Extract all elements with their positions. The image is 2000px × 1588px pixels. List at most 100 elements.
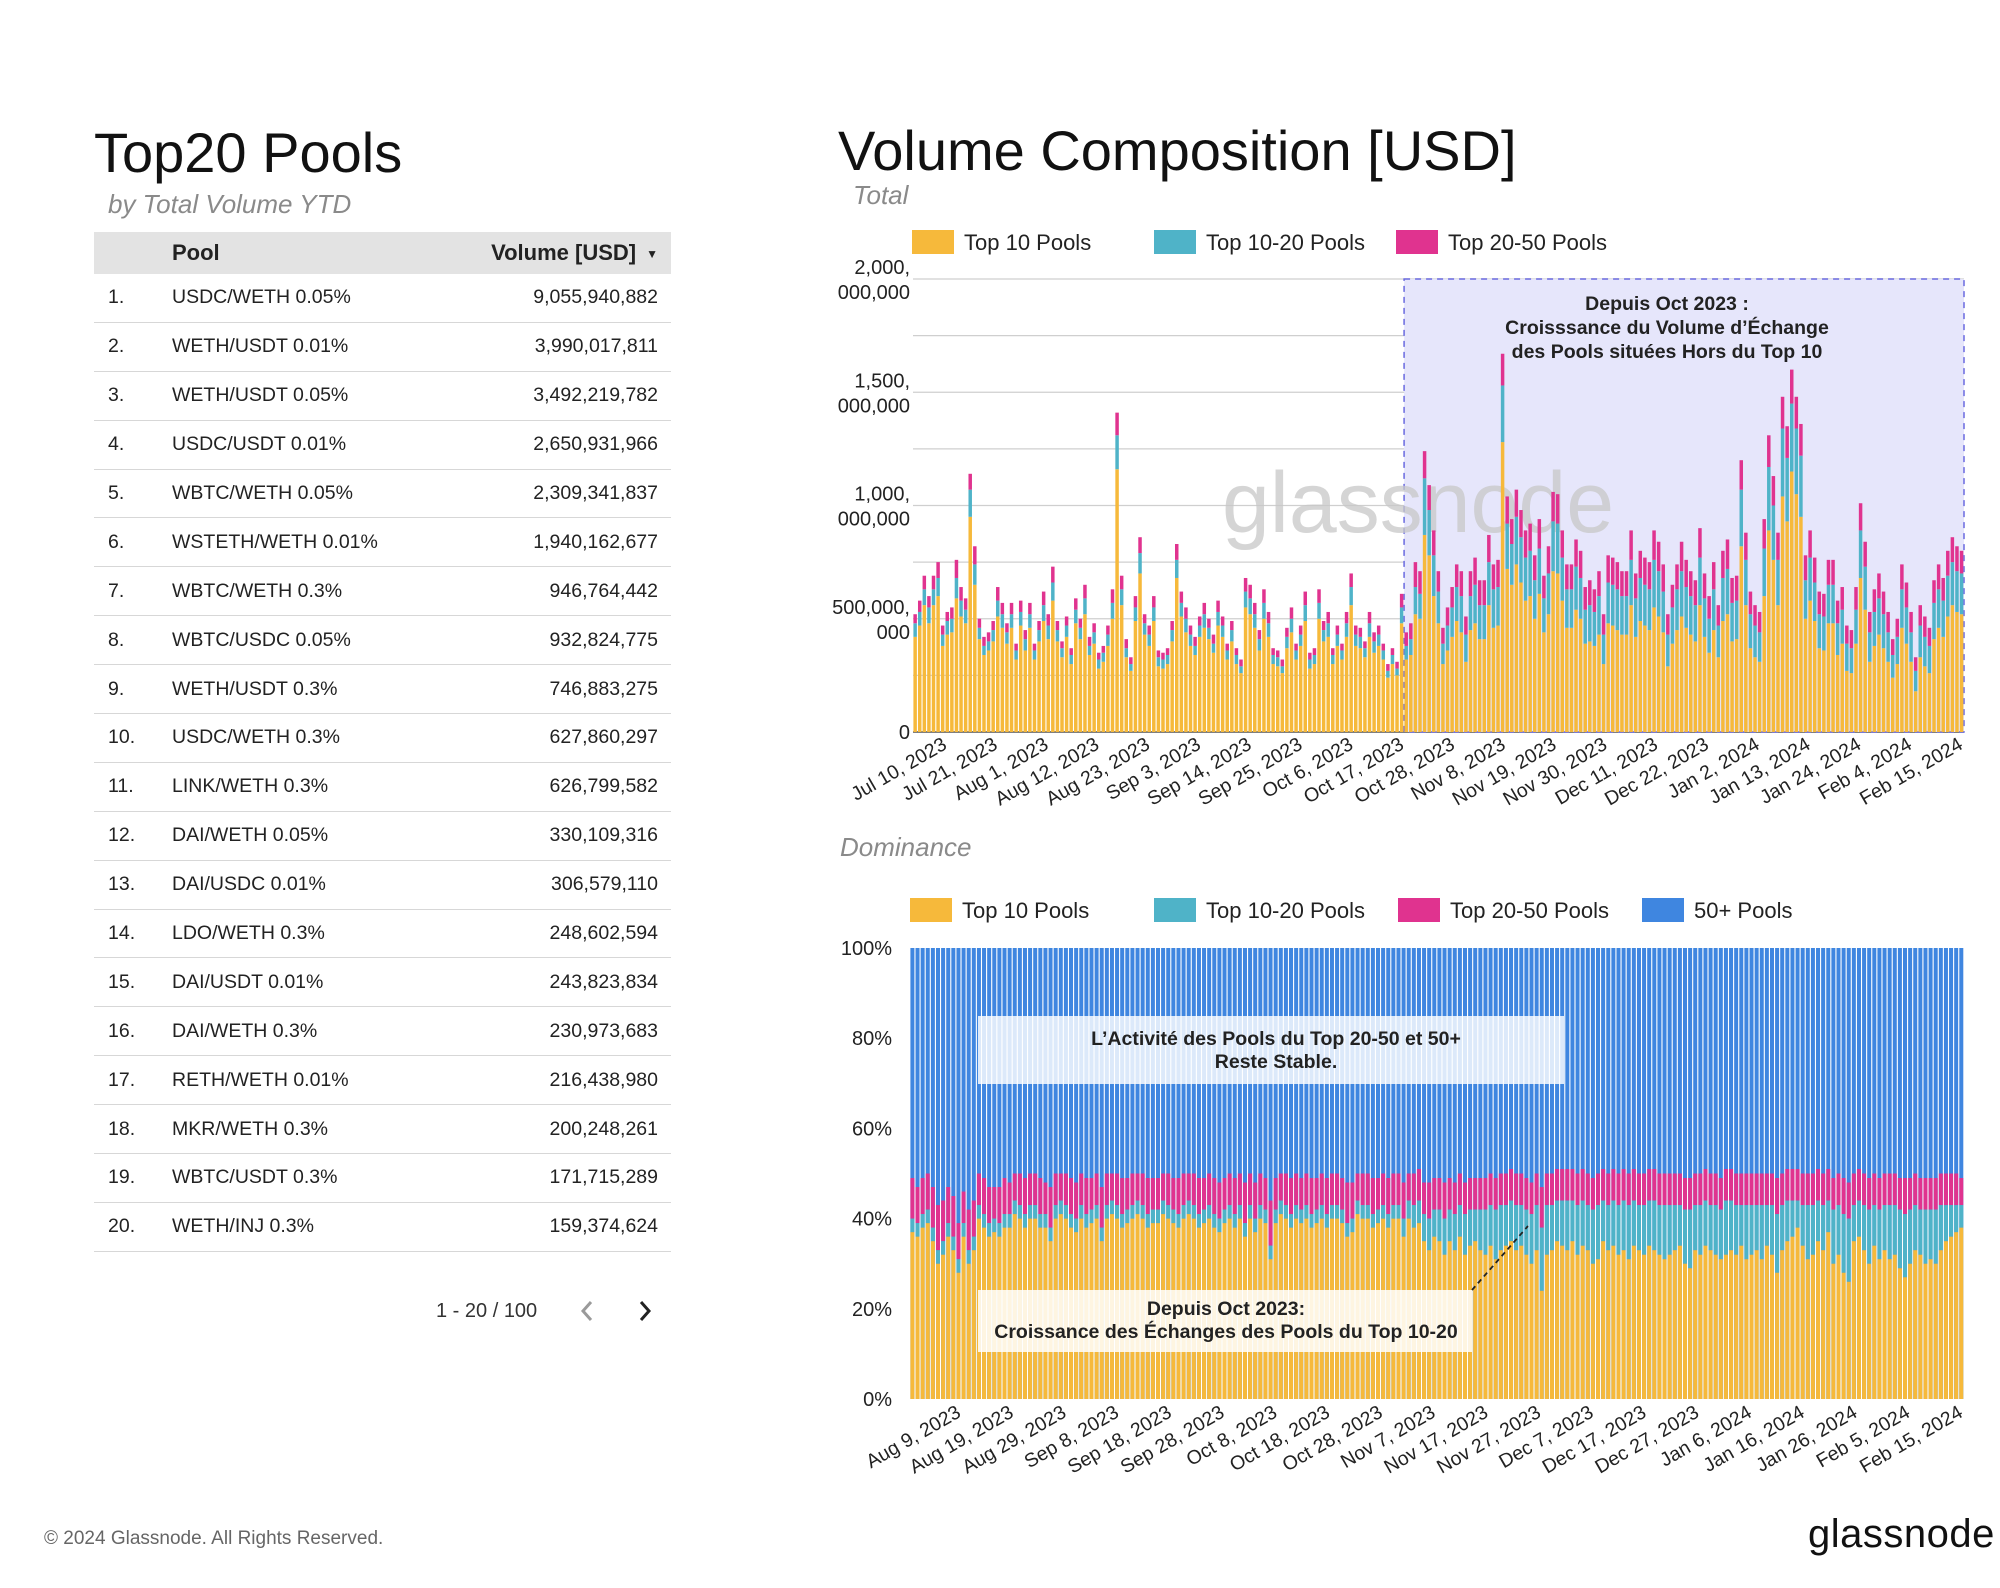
bar-top10 — [1892, 1254, 1897, 1399]
bar-top10-20 — [1312, 654, 1317, 665]
bar-50plus — [1212, 948, 1217, 1399]
bar-top10-20 — [1038, 1214, 1043, 1228]
table-row[interactable]: 17. RETH/WETH 0.01% 216,438,980 — [94, 1055, 671, 1106]
bar-top20-50 — [1360, 1173, 1365, 1206]
bar-top10-20 — [1147, 634, 1151, 646]
bar-top20-50 — [1890, 639, 1895, 655]
bar-top10 — [1753, 657, 1757, 732]
bar-top10 — [1523, 600, 1528, 732]
bar-top10-20 — [1000, 614, 1005, 628]
annotation-box-top — [978, 1016, 1564, 1084]
bar-top10-20 — [1018, 611, 1023, 626]
bar-top10-20 — [1881, 614, 1886, 649]
table-row[interactable]: 5. WBTC/WETH 0.05% 2,309,341,837 — [94, 469, 671, 519]
bar-top10-20 — [1191, 1205, 1196, 1219]
table-row[interactable]: 9. WETH/USDT 0.3% 746,883,275 — [94, 664, 671, 715]
bar-top20-50 — [1519, 510, 1523, 538]
bar-top20-50 — [1831, 559, 1835, 585]
bar-top20-50 — [1503, 1173, 1508, 1206]
bar-top10 — [1537, 593, 1542, 732]
bar-top20-50 — [1135, 1173, 1140, 1201]
bar-top10-20 — [1447, 1209, 1452, 1242]
bar-top10-20 — [1014, 650, 1018, 660]
chevron-right-icon[interactable] — [632, 1294, 658, 1328]
bar-top10 — [1202, 627, 1207, 732]
bar-top20-50 — [1462, 1182, 1467, 1215]
bar-top20-50 — [1028, 1173, 1033, 1206]
table-row[interactable]: 19. WBTC/USDT 0.3% 171,715,289 — [94, 1153, 671, 1203]
table-row[interactable]: 11. LINK/WETH 0.3% 626,799,582 — [94, 762, 671, 812]
bar-top20-50 — [1555, 494, 1560, 524]
bar-top20-50 — [1007, 1182, 1012, 1215]
bar-top10-20 — [1468, 1209, 1473, 1246]
bar-top10-20 — [1399, 607, 1404, 624]
volume-column-header[interactable]: Volume [USD] ▼ — [438, 232, 671, 274]
bar-top20-50 — [1324, 1178, 1329, 1215]
bar-top10 — [1519, 582, 1523, 732]
bar-top10-20 — [1464, 634, 1468, 662]
bar-top10-20 — [971, 1236, 976, 1251]
bar-top10-20 — [1094, 1205, 1099, 1219]
bar-top10 — [1816, 1241, 1821, 1399]
y-tick-label: 500,000, — [832, 597, 910, 619]
row-volume: 248,602,594 — [438, 909, 671, 959]
table-row[interactable]: 16. DAI/WETH 0.3% 230,973,683 — [94, 1006, 671, 1057]
bar-top20-50 — [1002, 1178, 1007, 1215]
bar-top10-20 — [1698, 1205, 1703, 1255]
bar-top10 — [1395, 675, 1399, 732]
bar-top10-20 — [1574, 566, 1578, 610]
table-row[interactable]: 1. USDC/WETH 0.05% 9,055,940,882 — [94, 274, 671, 323]
bar-top20-50 — [1849, 630, 1854, 649]
table-row[interactable]: 4. USDC/USDT 0.01% 2,650,931,966 — [94, 420, 671, 470]
bar-top10 — [1767, 530, 1771, 732]
bar-top20-50 — [1202, 602, 1207, 615]
bar-top10-20 — [1217, 1218, 1222, 1233]
bar-top10 — [1083, 614, 1087, 732]
bar-top20-50 — [1273, 1178, 1278, 1210]
bar-top10-20 — [1340, 1209, 1345, 1224]
table-row[interactable]: 14. LDO/WETH 0.3% 248,602,594 — [94, 909, 671, 959]
bar-50plus — [1309, 948, 1314, 1399]
table-row[interactable]: 15. DAI/USDT 0.01% 243,823,834 — [94, 957, 671, 1008]
bar-top10 — [1539, 1290, 1544, 1399]
bar-top10-20 — [1120, 1214, 1125, 1228]
table-row[interactable]: 20. WETH/INJ 0.3% 159,374,624 — [94, 1202, 671, 1252]
bar-top10-20 — [1115, 435, 1119, 470]
bar-top10 — [1601, 664, 1606, 732]
table-row[interactable]: 10. USDC/WETH 0.3% 627,860,297 — [94, 713, 671, 763]
bar-top10 — [1810, 1254, 1815, 1399]
bar-top10 — [1534, 1250, 1539, 1399]
table-row[interactable]: 13. DAI/USDC 0.01% 306,579,110 — [94, 860, 671, 910]
bar-top20-50 — [1882, 1173, 1887, 1206]
bar-50plus — [1253, 948, 1258, 1399]
bar-top20-50 — [1483, 1178, 1488, 1210]
bar-50plus — [1202, 948, 1207, 1399]
bar-top10-20 — [1197, 625, 1202, 637]
bar-top20-50 — [1069, 1178, 1074, 1215]
bar-50plus — [935, 948, 940, 1399]
sort-desc-icon[interactable]: ▼ — [646, 247, 658, 262]
bar-top10-20 — [1908, 1209, 1913, 1264]
table-row[interactable]: 3. WETH/USDT 0.05% 3,492,219,782 — [94, 371, 671, 421]
table-row[interactable]: 8. WBTC/USDC 0.05% 932,824,775 — [94, 615, 671, 666]
bar-top20-50 — [1841, 1178, 1846, 1215]
bar-top20-50 — [1427, 485, 1431, 511]
table-row[interactable]: 12. DAI/WETH 0.05% 330,109,316 — [94, 811, 671, 861]
bar-top20-50 — [1537, 519, 1542, 549]
chevron-left-icon[interactable] — [574, 1294, 600, 1328]
table-row[interactable]: 18. MKR/WETH 0.3% 200,248,261 — [94, 1104, 671, 1155]
bar-top20-50 — [1954, 1173, 1959, 1206]
pool-column-header[interactable]: Pool — [172, 232, 439, 274]
row-rank: 16. — [94, 1006, 172, 1057]
bar-top10 — [1800, 1245, 1805, 1399]
bar-top10-20 — [1918, 1209, 1923, 1255]
table-row[interactable]: 2. WETH/USDT 0.01% 3,990,017,811 — [94, 322, 671, 372]
bar-top10-20 — [973, 564, 977, 585]
bar-top10 — [1887, 1259, 1892, 1399]
annotation-text: Depuis Oct 2023: — [1147, 1298, 1305, 1320]
bar-top10 — [1464, 661, 1468, 732]
table-row[interactable]: 7. WBTC/WETH 0.3% 946,764,442 — [94, 566, 671, 617]
bar-top10-20 — [1805, 1205, 1810, 1260]
table-row[interactable]: 6. WSTETH/WETH 0.01% 1,940,162,677 — [94, 517, 671, 568]
row-volume: 1,940,162,677 — [438, 517, 671, 568]
